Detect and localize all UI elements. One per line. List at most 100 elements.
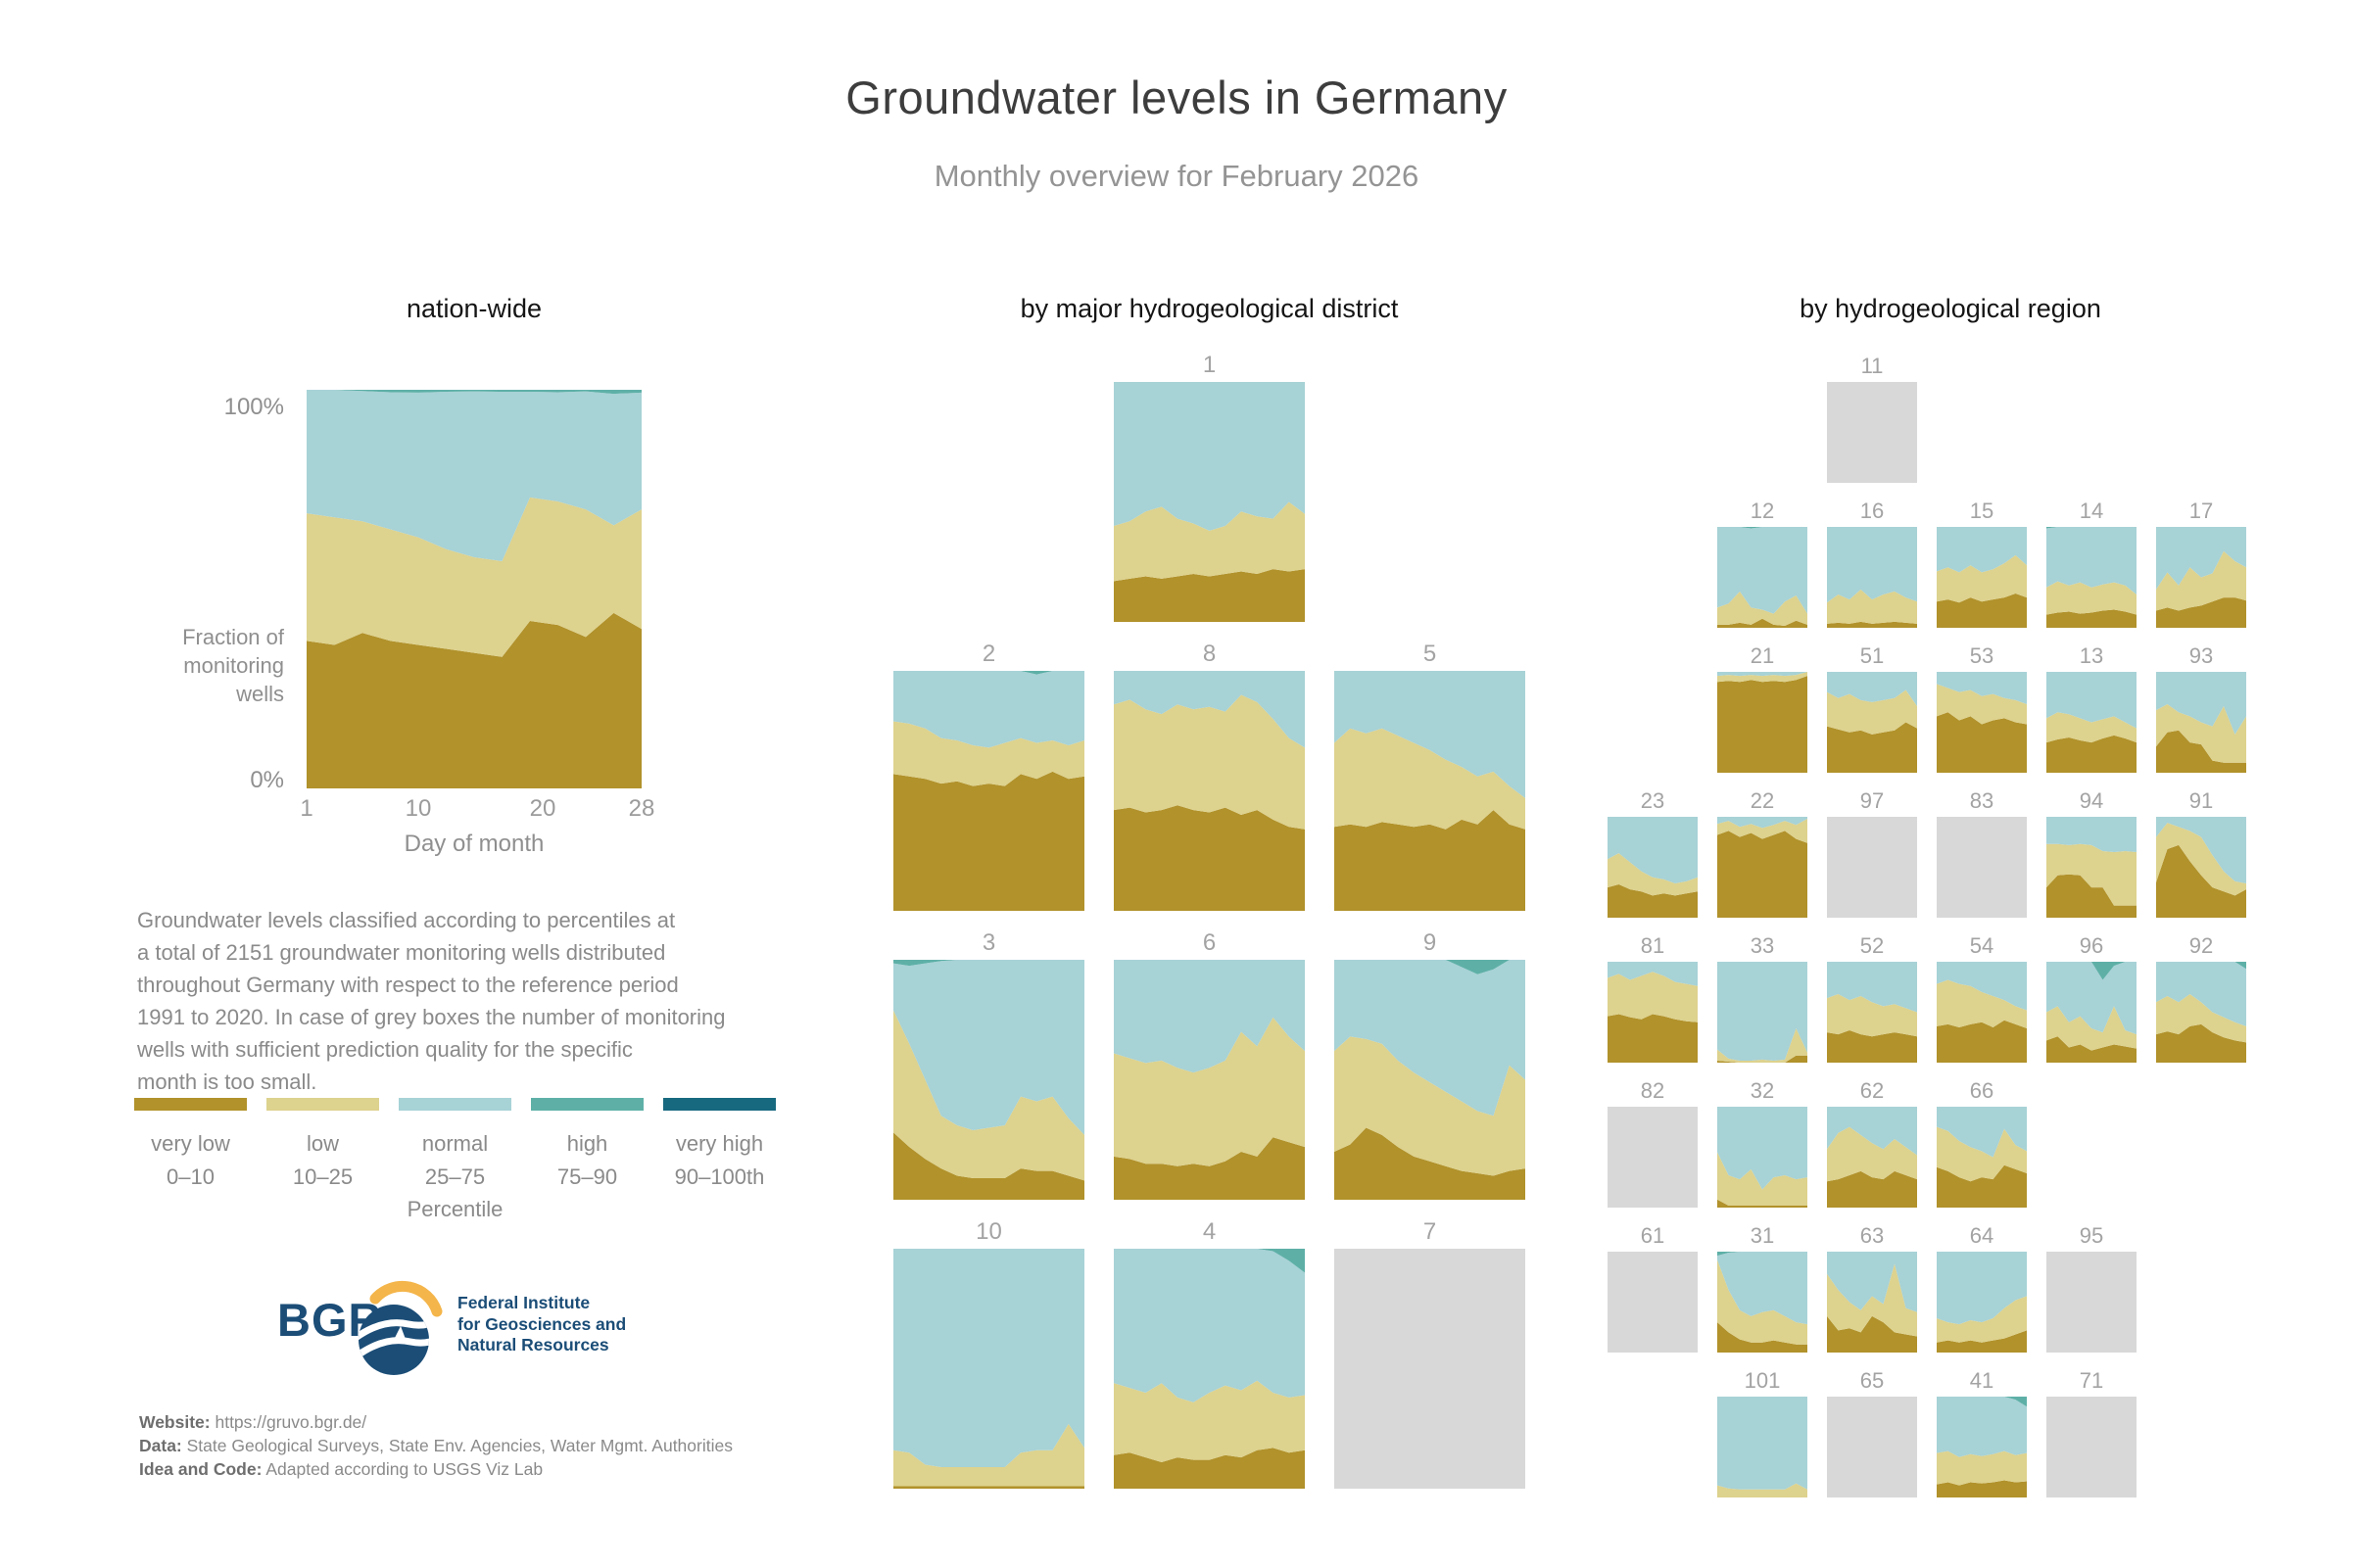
x-tick-28: 28 — [628, 795, 655, 822]
x-tick-10: 10 — [405, 795, 432, 822]
legend-swatch-very_high — [663, 1098, 776, 1111]
legend-range: 0–10 — [167, 1164, 215, 1189]
region-panel-label-83: 83 — [1969, 788, 1994, 813]
credit-label: Data: — [139, 1436, 182, 1455]
layer-normal — [1717, 1252, 1807, 1325]
layer-low — [1937, 684, 2027, 725]
region-panel-chart-23 — [1608, 817, 1698, 918]
layer-low — [1114, 1017, 1305, 1166]
region-panel-chart-53 — [1937, 672, 2027, 773]
legend-item-low: low 10–25 — [266, 1098, 379, 1196]
district-panel-7: 7 — [1334, 1219, 1525, 1508]
region-panel-label-31: 31 — [1750, 1223, 1775, 1248]
credit-line: Website: https://gruvo.bgr.de/ — [139, 1410, 733, 1434]
layer-very_low — [1717, 831, 1807, 918]
region-panel-chart-65-empty — [1827, 1397, 1917, 1497]
layer-low — [1114, 694, 1305, 830]
region-panel-chart-14 — [2046, 527, 2137, 628]
district-panel-chart-9 — [1334, 960, 1525, 1200]
layer-very_low — [1114, 805, 1305, 911]
region-panel-chart-64 — [1937, 1252, 2027, 1353]
layer-low — [1937, 979, 2027, 1028]
region-panel-label-91: 91 — [2188, 788, 2214, 813]
layer-normal — [2156, 962, 2246, 1026]
region-panel-13: 13 — [2046, 644, 2137, 789]
layer-low — [2156, 993, 2246, 1043]
region-panel-label-32: 32 — [1750, 1078, 1775, 1103]
region-panel-chart-51 — [1827, 672, 1917, 773]
district-panel-chart-3 — [893, 960, 1084, 1200]
legend-label: normal — [421, 1131, 489, 1156]
layer-very_low — [2046, 1036, 2137, 1063]
layer-normal — [1937, 1397, 2027, 1457]
layer-normal — [893, 960, 1084, 1135]
region-panel-94: 94 — [2046, 789, 2137, 934]
district-panel-4: 4 — [1114, 1219, 1305, 1508]
layer-very_low — [1114, 1448, 1305, 1489]
district-panel-label-6: 6 — [1202, 929, 1217, 956]
page-subtitle: Monthly overview for February 2026 — [934, 159, 1419, 193]
layer-very_low — [1114, 569, 1305, 622]
page-title: Groundwater levels in Germany — [845, 71, 1508, 123]
legend-item-very_high: very high 90–100th — [663, 1098, 776, 1196]
region-panel-53: 53 — [1937, 644, 2027, 789]
region-panel-label-66: 66 — [1969, 1078, 1994, 1103]
legend-item-high: high 75–90 — [531, 1098, 644, 1196]
layer-low — [1717, 672, 1807, 683]
region-panel-label-81: 81 — [1640, 933, 1665, 958]
region-panel-chart-61-empty — [1608, 1252, 1698, 1353]
layer-normal — [1334, 671, 1525, 798]
region-panel-label-94: 94 — [2079, 788, 2104, 813]
region-panel-chart-62 — [1827, 1107, 1917, 1208]
region-panel-82: 82 — [1608, 1079, 1698, 1224]
layer-low — [307, 497, 642, 657]
region-panel-chart-96 — [2046, 962, 2137, 1063]
district-panel-label-3: 3 — [982, 929, 996, 956]
region-panel-label-52: 52 — [1859, 933, 1885, 958]
layer-very_low — [1937, 1330, 2027, 1353]
layer-normal — [1717, 1397, 1807, 1490]
layer-very_low — [1937, 712, 2027, 773]
layer-high — [307, 390, 642, 395]
layer-normal — [1608, 962, 1698, 986]
layer-normal — [893, 1249, 1084, 1467]
region-panel-label-62: 62 — [1859, 1078, 1885, 1103]
district-panel-label-7: 7 — [1422, 1218, 1437, 1245]
layer-low — [2046, 581, 2137, 615]
nationwide-stacked-area-chart — [307, 390, 642, 788]
region-panel-66: 66 — [1937, 1079, 2027, 1224]
region-panel-chart-16 — [1827, 527, 1917, 628]
region-panel-label-65: 65 — [1859, 1368, 1885, 1393]
region-panel-label-23: 23 — [1640, 788, 1665, 813]
region-panel-chart-33 — [1717, 962, 1807, 1063]
district-panel-5: 5 — [1334, 641, 1525, 930]
legend-range: 75–90 — [556, 1164, 618, 1189]
layer-normal — [1827, 672, 1917, 707]
legend-swatch-low — [266, 1098, 379, 1111]
region-panel-chart-17 — [2156, 527, 2246, 628]
region-panel-label-14: 14 — [2079, 499, 2104, 523]
region-panel-chart-82-empty — [1608, 1107, 1698, 1208]
region-panel-label-22: 22 — [1750, 788, 1775, 813]
x-tick-20: 20 — [529, 795, 556, 822]
layer-very_low — [893, 1486, 1084, 1489]
x-axis-ticks: 1 10 20 28 — [300, 795, 654, 825]
layer-very_low — [893, 1132, 1084, 1200]
section-title-districts: by major hydrogeological district — [1020, 294, 1399, 323]
layer-very_low — [893, 771, 1084, 911]
region-panel-31: 31 — [1717, 1224, 1807, 1369]
district-panel-2: 2 — [893, 641, 1084, 930]
description-text: Groundwater levels classified according … — [137, 908, 726, 1094]
region-panel-label-95: 95 — [2079, 1223, 2104, 1248]
region-panel-16: 16 — [1827, 499, 1917, 644]
layer-very_low — [1334, 810, 1525, 911]
district-panel-label-8: 8 — [1202, 641, 1217, 667]
layer-high — [1717, 1252, 1807, 1257]
region-panel-61: 61 — [1608, 1224, 1698, 1369]
district-panel-chart-4 — [1114, 1249, 1305, 1489]
credit-label: Idea and Code: — [139, 1459, 263, 1479]
layer-low — [1937, 1126, 2027, 1182]
layer-very_low — [2156, 730, 2246, 773]
layer-high — [893, 671, 1084, 675]
credits: Website: https://gruvo.bgr.de/Data: Stat… — [139, 1410, 733, 1481]
